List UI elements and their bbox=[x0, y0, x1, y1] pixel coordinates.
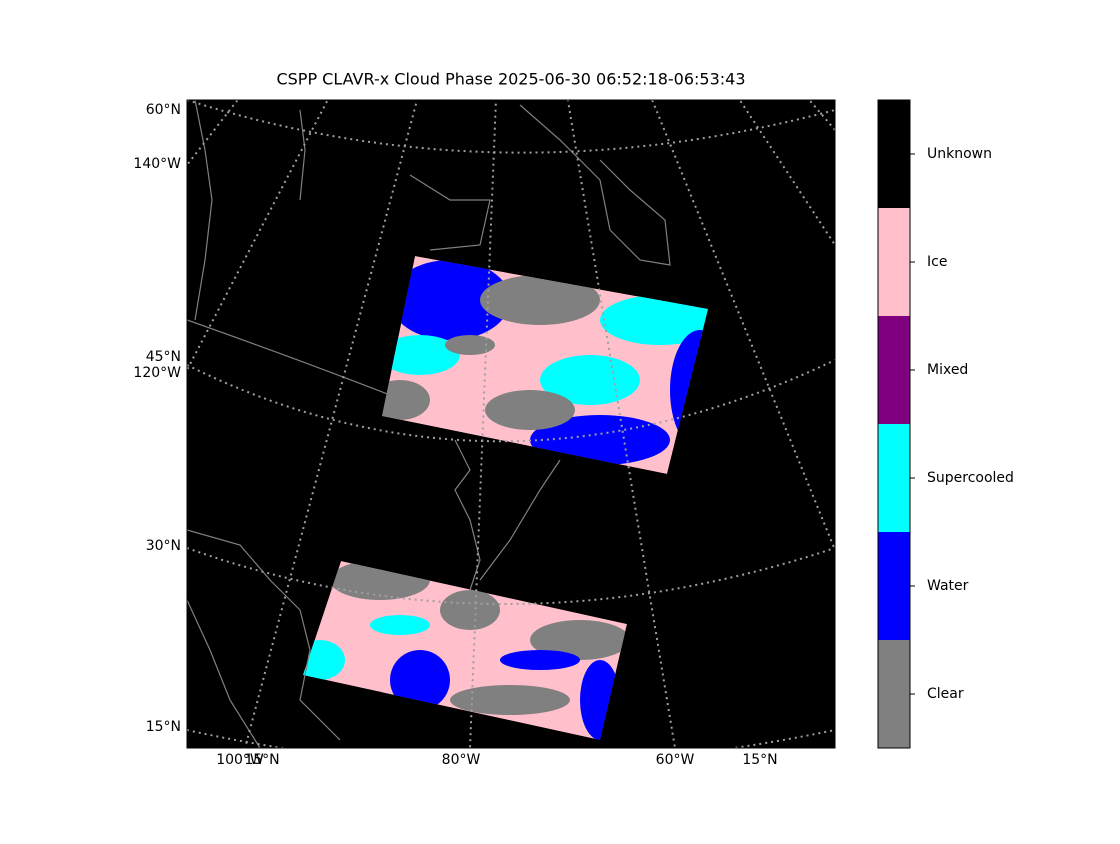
cloud-phase-region bbox=[480, 275, 600, 325]
colorbar-segment bbox=[878, 532, 910, 640]
cloud-phase-region bbox=[390, 650, 450, 710]
colorbar-segment bbox=[878, 640, 910, 748]
swaths bbox=[303, 256, 708, 740]
cloud-phase-region bbox=[500, 650, 580, 670]
cloud-phase-region bbox=[600, 295, 708, 345]
colorbar-segment bbox=[878, 424, 910, 532]
cloud-phase-region bbox=[445, 335, 495, 355]
colorbar-segment bbox=[878, 208, 910, 316]
colorbar-label: Unknown bbox=[927, 146, 992, 162]
coastlines bbox=[187, 100, 671, 748]
swath-north bbox=[382, 256, 708, 474]
lon-label: 120°W bbox=[133, 365, 181, 381]
graticule bbox=[187, 100, 835, 748]
lon-label: 15°N bbox=[742, 752, 777, 768]
lon-label: 80°W bbox=[442, 752, 481, 768]
cloud-phase-region bbox=[450, 685, 570, 715]
lat-label: 60°N bbox=[146, 102, 181, 118]
lat-label: 30°N bbox=[146, 538, 181, 554]
cloud-phase-region bbox=[390, 260, 510, 340]
swath-south bbox=[303, 561, 627, 740]
colorbar-label: Ice bbox=[927, 254, 947, 270]
colorbar-frame bbox=[877, 99, 911, 749]
colorbar-segment bbox=[878, 100, 910, 208]
lat-label: 45°N bbox=[146, 349, 181, 365]
colorbar-label: Clear bbox=[927, 686, 964, 702]
colorbar-label: Supercooled bbox=[927, 470, 1014, 486]
cloud-phase-region bbox=[485, 390, 575, 430]
lon-label: 140°W bbox=[133, 156, 181, 172]
cloud-phase-region bbox=[530, 620, 627, 660]
lon-label: 100°W bbox=[216, 752, 264, 768]
lon-label: 15°N bbox=[244, 752, 279, 768]
map-layer bbox=[187, 100, 835, 748]
colorbar-segment bbox=[878, 316, 910, 424]
cloud-phase-region bbox=[382, 335, 460, 375]
map-frame bbox=[186, 99, 836, 749]
title: CSPP CLAVR-x Cloud Phase 2025-06-30 06:5… bbox=[276, 70, 745, 89]
lon-label: 60°W bbox=[656, 752, 695, 768]
cloud-phase-region bbox=[370, 615, 430, 635]
colorbar-label: Water bbox=[927, 578, 969, 594]
cloud-phase-region bbox=[530, 415, 670, 465]
lat-label: 15°N bbox=[146, 719, 181, 735]
colorbar: Unknown Ice Mixed Supercooled Water Clear bbox=[877, 99, 1014, 749]
cloud-phase-region bbox=[440, 590, 500, 630]
cloud-phase-region bbox=[540, 355, 640, 405]
colorbar-label: Mixed bbox=[927, 362, 968, 378]
